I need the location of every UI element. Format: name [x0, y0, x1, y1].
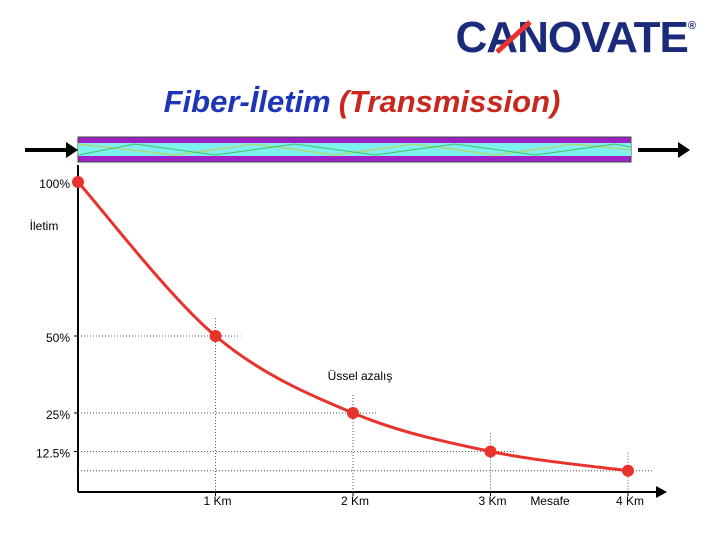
data-point [209, 330, 222, 342]
x-axis-label: Mesafe [530, 494, 570, 508]
y-tick-label: 50% [46, 331, 70, 345]
chart-title: Fiber-İletim (Transmission) [164, 84, 561, 119]
output-arrow-head [678, 142, 690, 158]
y-tick-label: 100% [39, 177, 70, 191]
x-tick-label: 1 Km [203, 494, 231, 508]
x-tick-label: 4 Km [616, 494, 644, 508]
annotation: Üssel azalış [328, 369, 393, 383]
x-tick-label: 3 Km [478, 494, 506, 508]
fiber-core [78, 143, 631, 156]
input-arrow-head [66, 142, 78, 158]
y-axis-label: İletim [30, 219, 59, 233]
logo-name: CANOVATE [456, 13, 688, 62]
decay-curve [76, 181, 629, 473]
title-suffix: (Transmission) [339, 84, 561, 119]
x-tick-label: 2 Km [341, 494, 369, 508]
data-point [622, 464, 634, 477]
y-tick-label: 25% [46, 408, 70, 422]
logo: CANOVATE® [456, 13, 696, 62]
light-path [77, 143, 632, 156]
title-main: Fiber-İletim [164, 84, 331, 119]
plot: 100% 50% 25% 12.5% 1 Km 2 Km 3 Km 4 Km [36, 176, 653, 508]
logo-mark: ® [688, 20, 696, 32]
data-point [347, 407, 359, 419]
logo-swoosh [495, 20, 532, 54]
y-tick-label: 12.5% [36, 447, 70, 461]
data-point [72, 176, 84, 188]
light-path [77, 143, 632, 156]
x-axis-arrow [656, 486, 667, 498]
data-point [484, 445, 497, 458]
